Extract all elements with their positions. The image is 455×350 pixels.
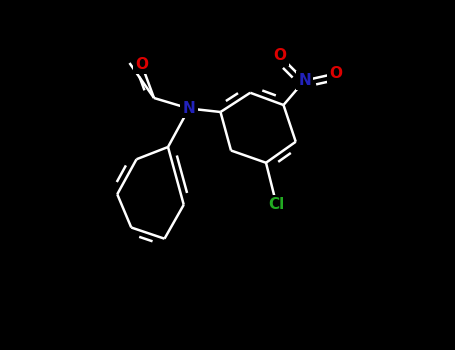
Text: O: O	[329, 66, 343, 81]
Text: O: O	[273, 49, 287, 63]
Text: N: N	[298, 73, 311, 88]
Text: O: O	[135, 57, 148, 72]
Text: N: N	[182, 101, 195, 116]
Text: Cl: Cl	[268, 197, 285, 212]
